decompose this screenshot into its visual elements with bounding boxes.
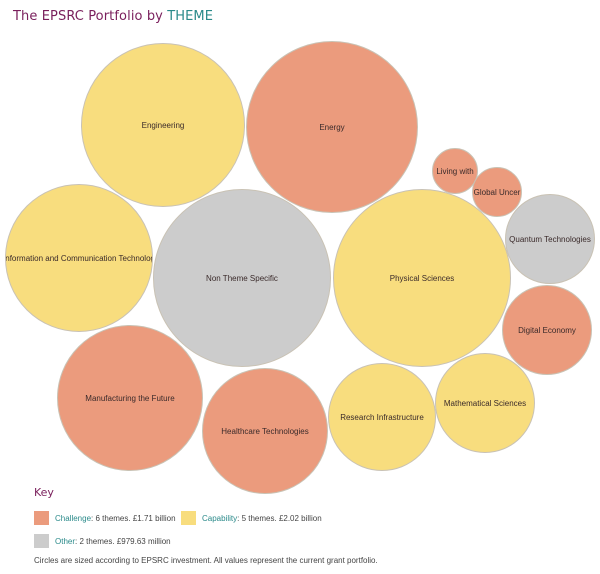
title-prefix: The EPSRC Portfolio by	[13, 9, 168, 24]
bubble-label: Energy	[319, 122, 345, 132]
legend-challenge: Challenge: 6 themes. £1.71 billion	[34, 511, 176, 525]
bubble-label: Physical Sciences	[389, 273, 455, 283]
bubble-label: Mathematical Sciences	[443, 398, 527, 408]
capability-swatch	[181, 511, 196, 525]
bubble-label: Digital Economy	[518, 325, 576, 335]
bubble-label: Healthcare Technologies	[221, 426, 309, 436]
legend-capability: Capability: 5 themes. £2.02 billion	[181, 511, 322, 525]
bubble-healthcare-technologies[interactable]: Healthcare Technologies	[202, 368, 328, 494]
bubble-energy[interactable]: Energy	[246, 41, 418, 213]
bubble-label: Information and Communication Technolog	[5, 253, 153, 263]
legend-text: : 5 themes. £2.02 billion	[237, 513, 322, 523]
bubble-label: Research Infrastructure	[340, 412, 424, 422]
legend-text: : 6 themes. £1.71 billion	[91, 513, 176, 523]
challenge-swatch	[34, 511, 49, 525]
legend-name[interactable]: Other	[55, 536, 76, 546]
other-swatch	[34, 534, 49, 548]
bubble-label: Non Theme Specific	[206, 273, 278, 283]
bubble-label: Living with	[436, 166, 474, 176]
bubble-label: Quantum Technologies	[509, 234, 591, 244]
bubble-label: Global Uncer	[473, 187, 521, 197]
legend-name[interactable]: Challenge	[55, 513, 92, 523]
footnote: Circles are sized according to EPSRC inv…	[34, 556, 378, 565]
bubble-quantum-technologies[interactable]: Quantum Technologies	[505, 194, 595, 284]
legend-other: Other: 2 themes. £979.63 million	[34, 534, 171, 548]
bubble-mathematical-sciences[interactable]: Mathematical Sciences	[435, 353, 535, 453]
bubble-digital-economy[interactable]: Digital Economy	[502, 285, 592, 375]
key-title: Key	[34, 486, 54, 499]
bubble-non-theme-specific[interactable]: Non Theme Specific	[153, 189, 331, 367]
bubble-physical-sciences[interactable]: Physical Sciences	[333, 189, 511, 367]
bubble-chart: Engineering Energy Living with Global Uncer…	[5, 41, 595, 494]
bubble-research-infrastructure[interactable]: Research Infrastructure	[328, 363, 436, 471]
bubble-living-with[interactable]: Living with	[432, 148, 478, 194]
bubble-label: Manufacturing the Future	[85, 393, 175, 403]
page-title: The EPSRC Portfolio by THEME	[13, 9, 213, 24]
bubble-engineering[interactable]: Engineering	[81, 43, 245, 207]
legend-text: : 2 themes. £979.63 million	[75, 536, 171, 546]
bubble-information-and-communication-technolog[interactable]: Information and Communication Technolog	[5, 184, 153, 332]
bubble-label: Engineering	[141, 120, 185, 130]
title-theme: THEME	[167, 9, 214, 24]
bubble-manufacturing-the-future[interactable]: Manufacturing the Future	[57, 325, 203, 471]
legend-name[interactable]: Capability	[202, 513, 238, 523]
